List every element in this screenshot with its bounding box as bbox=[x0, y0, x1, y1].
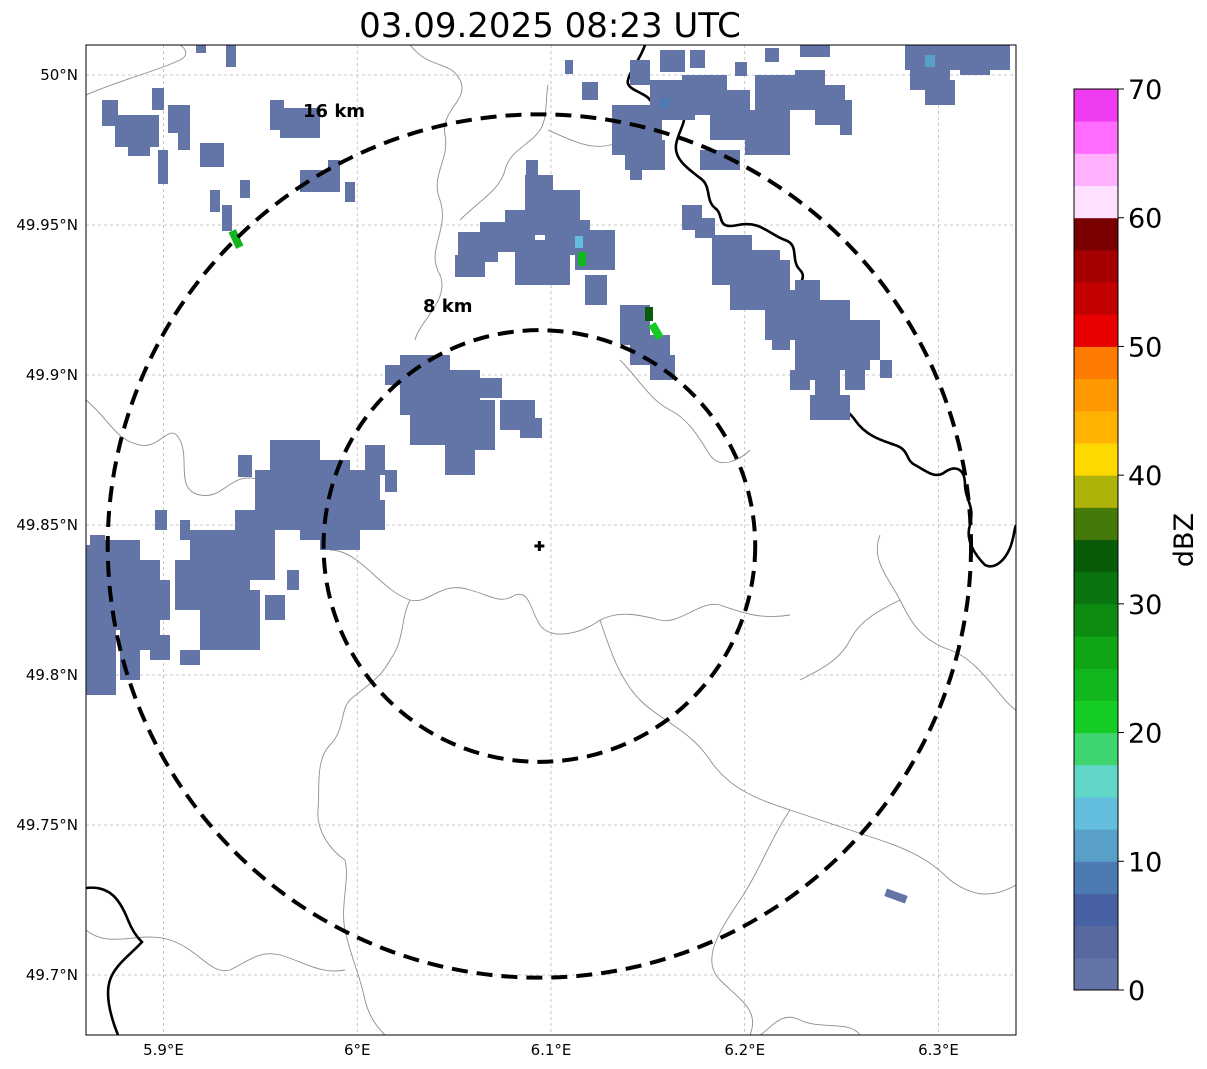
longitude-tick-labels: 5.9°E 6°E 6.1°E 6.2°E 6.3°E bbox=[143, 1041, 959, 1059]
colorbar-swatch bbox=[1074, 217, 1118, 251]
latitude-tick-labels: 49.7°N 49.75°N 49.8°N 49.85°N 49.9°N 49.95°N 5… bbox=[16, 66, 78, 984]
colorbar-swatch bbox=[1074, 603, 1118, 637]
colorbar-swatch bbox=[1074, 957, 1118, 991]
colorbar-swatch bbox=[1074, 185, 1118, 219]
colorbar-tick-label: 40 bbox=[1128, 461, 1162, 492]
lat-tick-label: 49.85°N bbox=[16, 516, 78, 534]
colorbar-swatch bbox=[1074, 732, 1118, 766]
map-frame bbox=[85, 44, 1017, 1036]
colorbar-swatches bbox=[1074, 89, 1118, 991]
colorbar-swatch bbox=[1074, 410, 1118, 444]
colorbar-swatch bbox=[1074, 700, 1118, 734]
colorbar-swatch bbox=[1074, 507, 1118, 540]
colorbar-tick-label: 30 bbox=[1128, 590, 1162, 621]
colorbar-swatch bbox=[1074, 861, 1118, 894]
colorbar: 0 10 20 30 40 50 60 70 dBZ bbox=[1073, 75, 1200, 1007]
lat-tick-label: 49.8°N bbox=[26, 666, 78, 684]
colorbar-frame bbox=[1073, 88, 1119, 991]
colorbar-swatch bbox=[1074, 282, 1118, 315]
lat-tick-label: 50°N bbox=[40, 66, 78, 84]
colorbar-swatch bbox=[1074, 442, 1118, 476]
colorbar-swatch bbox=[1074, 346, 1118, 380]
range-rings bbox=[105, 112, 974, 980]
lat-tick-label: 49.95°N bbox=[16, 216, 78, 234]
colorbar-swatch bbox=[1074, 636, 1118, 669]
colorbar-tick-label: 60 bbox=[1128, 204, 1162, 235]
colorbar-tick-labels: 0 10 20 30 40 50 60 70 bbox=[1118, 75, 1162, 1007]
colorbar-swatch bbox=[1074, 475, 1118, 508]
lat-tick-label: 49.7°N bbox=[26, 966, 78, 984]
lon-tick-label: 6.2°E bbox=[724, 1041, 765, 1059]
lon-tick-label: 6.3°E bbox=[918, 1041, 959, 1059]
colorbar-swatch bbox=[1074, 378, 1118, 412]
colorbar-tick-label: 70 bbox=[1128, 75, 1162, 106]
range-ring-8km bbox=[321, 328, 758, 764]
range-ring-16km bbox=[105, 112, 974, 980]
colorbar-swatch bbox=[1074, 796, 1118, 830]
lon-tick-label: 6.1°E bbox=[531, 1041, 572, 1059]
lat-tick-label: 49.9°N bbox=[26, 366, 78, 384]
colorbar-tick-label: 50 bbox=[1128, 332, 1162, 363]
colorbar-swatch bbox=[1074, 764, 1118, 798]
colorbar-swatch bbox=[1074, 829, 1118, 862]
map-panel: 8 km 16 km 5.9°E 6°E 6.1°E 6.2°E 6.3°E 49.7°… bbox=[16, 44, 1017, 1059]
colorbar-swatch bbox=[1074, 893, 1118, 927]
colorbar-swatch bbox=[1074, 668, 1118, 701]
precipitation-echoes bbox=[86, 45, 1010, 904]
colorbar-tick-label: 10 bbox=[1128, 847, 1162, 878]
radar-site-marker bbox=[534, 541, 545, 551]
colorbar-swatch bbox=[1074, 571, 1118, 605]
colorbar-label: dBZ bbox=[1169, 513, 1200, 567]
lat-tick-label: 49.75°N bbox=[16, 816, 78, 834]
range-ring-label-16km: 16 km bbox=[303, 101, 365, 122]
colorbar-swatch bbox=[1074, 121, 1118, 154]
colorbar-tick-label: 20 bbox=[1128, 719, 1162, 750]
colorbar-swatch bbox=[1074, 89, 1118, 122]
colorbar-swatch bbox=[1074, 925, 1118, 959]
figure-title: 03.09.2025 08:23 UTC bbox=[359, 6, 741, 46]
colorbar-swatch bbox=[1074, 153, 1118, 187]
range-ring-label-8km: 8 km bbox=[423, 296, 473, 317]
colorbar-swatch bbox=[1074, 539, 1118, 573]
lon-tick-label: 5.9°E bbox=[143, 1041, 184, 1059]
lon-tick-label: 6°E bbox=[344, 1041, 371, 1059]
colorbar-swatch bbox=[1074, 314, 1118, 347]
colorbar-swatch bbox=[1074, 249, 1118, 283]
colorbar-tick-label: 0 bbox=[1128, 976, 1145, 1007]
